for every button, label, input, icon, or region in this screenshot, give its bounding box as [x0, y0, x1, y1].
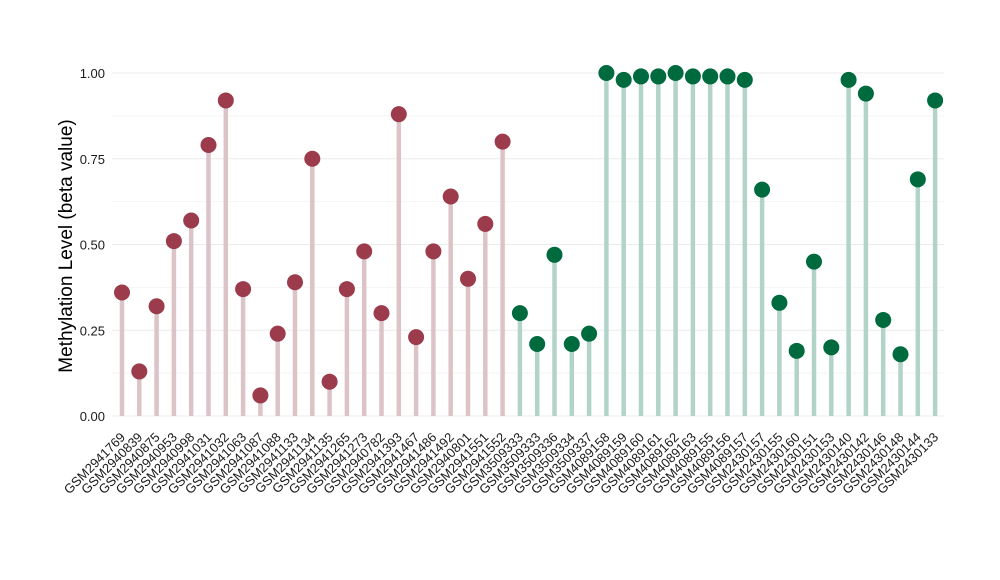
y-tick-label: 1.00 — [80, 66, 105, 81]
lollipop-point — [788, 342, 805, 359]
y-tick-label: 0.00 — [80, 409, 105, 424]
lollipop-point — [269, 325, 286, 342]
lollipop-point — [806, 253, 822, 270]
lollipop-point — [702, 68, 719, 85]
lollipop-point — [719, 68, 736, 85]
lollipop-point — [650, 68, 667, 85]
lollipop-point — [373, 305, 390, 322]
lollipop-point — [165, 233, 182, 250]
lollipop-point — [840, 71, 857, 88]
lollipop-point — [321, 373, 338, 390]
lollipop-point — [546, 246, 563, 263]
lollipop-point — [114, 284, 130, 301]
lollipop-point — [252, 387, 269, 404]
lollipop-point — [477, 215, 494, 232]
gridlines — [112, 72, 944, 417]
lollipop-point — [563, 335, 580, 352]
lollipop-point — [148, 298, 165, 315]
y-tick-label: 0.25 — [80, 323, 105, 338]
x-axis-ticks: GSM2941769GSM2940839GSM2940875GSM2940953… — [61, 430, 941, 497]
lollipop-point — [892, 346, 909, 363]
lollipop-points — [114, 65, 944, 404]
lollipop-point — [529, 335, 546, 352]
lollipop-point — [823, 339, 840, 356]
lollipop-point — [875, 311, 892, 328]
lollipop-point — [494, 133, 511, 150]
lollipop-point — [581, 325, 598, 342]
lollipop-point — [338, 281, 355, 298]
lollipop-point — [235, 281, 252, 298]
lollipop-point — [909, 171, 926, 188]
lollipop-stems — [119, 73, 938, 416]
lollipop-point — [408, 329, 425, 346]
lollipop-point — [356, 243, 373, 260]
lollipop-point — [615, 71, 632, 88]
lollipop-point — [857, 85, 874, 102]
lollipop-point — [200, 137, 217, 154]
lollipop-point — [511, 305, 528, 322]
y-tick-label: 0.75 — [80, 152, 105, 167]
lollipop-point — [633, 68, 649, 85]
lollipop-point — [425, 243, 442, 260]
lollipop-point — [927, 92, 944, 109]
lollipop-point — [460, 270, 476, 287]
lollipop-point — [304, 150, 321, 167]
lollipop-point — [771, 294, 788, 311]
lollipop-point — [736, 71, 753, 88]
y-axis-ticks: 0.00 0.25 0.50 0.75 1.00 — [80, 66, 105, 424]
lollipop-point — [442, 188, 459, 205]
lollipop-point — [684, 68, 701, 85]
lollipop-point — [217, 92, 234, 109]
lollipop-point — [754, 181, 771, 198]
lollipop-point — [183, 212, 200, 229]
lollipop-point — [667, 65, 684, 81]
y-axis-title: Methylation Level (beta value) — [56, 119, 77, 372]
lollipop-point — [131, 363, 148, 380]
y-tick-label: 0.50 — [80, 238, 105, 253]
lollipop-point — [598, 65, 615, 81]
lollipop-point — [287, 274, 303, 291]
lollipop-point — [390, 106, 407, 123]
